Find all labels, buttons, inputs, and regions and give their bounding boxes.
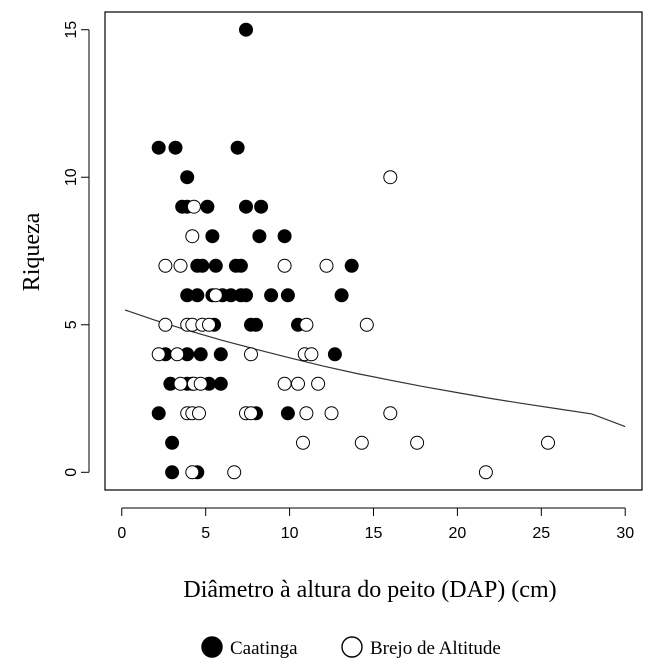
point-caatinga xyxy=(239,22,253,37)
point-caatinga xyxy=(165,435,180,450)
point-caatinga xyxy=(334,288,349,303)
point-caatinga xyxy=(249,317,263,332)
point-caatinga xyxy=(254,199,269,214)
point-caatinga xyxy=(195,258,210,273)
point-brejo xyxy=(296,435,310,450)
y-axis-title: Riqueza xyxy=(19,212,45,291)
point-caatinga xyxy=(327,347,342,362)
x-axis-title: Diâmetro à altura do peito (DAP) (cm) xyxy=(183,577,556,603)
point-caatinga xyxy=(239,288,253,303)
point-brejo xyxy=(186,199,201,214)
point-brejo xyxy=(158,258,173,273)
point-caatinga xyxy=(344,258,359,273)
point-caatinga xyxy=(239,199,253,214)
point-brejo xyxy=(173,258,188,273)
point-caatinga xyxy=(208,258,223,273)
point-brejo xyxy=(208,288,223,303)
legend-label-brejo: Brejo de Altitude xyxy=(370,638,501,659)
point-caatinga xyxy=(213,347,228,362)
point-caatinga xyxy=(280,288,295,303)
legend-label-caatinga: Caatinga xyxy=(230,638,298,659)
fit-curve-line xyxy=(124,309,626,428)
point-brejo xyxy=(354,435,369,450)
y-tick-label: 15 xyxy=(63,21,80,39)
y-axis: 0 5 10 15 xyxy=(63,21,90,477)
point-brejo xyxy=(227,465,242,480)
x-tick-label: 10 xyxy=(281,525,299,542)
point-brejo xyxy=(173,376,188,391)
point-brejo xyxy=(151,347,166,362)
point-brejo xyxy=(319,258,334,273)
point-brejo xyxy=(541,435,555,450)
point-caatinga xyxy=(277,229,292,244)
x-tick-label: 15 xyxy=(365,525,383,542)
legend-marker-brejo xyxy=(341,636,363,658)
point-brejo xyxy=(359,317,374,332)
point-caatinga xyxy=(168,140,183,155)
legend: Caatinga Brejo de Altitude xyxy=(201,636,501,659)
fit-curve-layer xyxy=(124,309,626,428)
point-brejo xyxy=(202,317,216,332)
x-tick-label: 30 xyxy=(616,525,634,542)
plot-frame xyxy=(104,11,643,491)
point-caatinga xyxy=(280,406,295,421)
point-brejo xyxy=(193,376,208,391)
point-brejo xyxy=(324,406,339,421)
point-brejo xyxy=(158,317,173,332)
point-brejo xyxy=(299,406,314,421)
point-brejo xyxy=(299,317,314,332)
point-brejo xyxy=(383,170,398,185)
point-caatinga xyxy=(252,229,267,244)
point-brejo xyxy=(383,406,398,421)
point-brejo xyxy=(277,258,292,273)
point-caatinga xyxy=(180,170,195,185)
point-brejo xyxy=(291,376,305,391)
point-caatinga xyxy=(233,258,248,273)
point-caatinga xyxy=(165,465,180,480)
point-caatinga xyxy=(190,288,205,303)
point-brejo xyxy=(311,376,326,391)
point-brejo xyxy=(244,347,258,362)
point-brejo xyxy=(304,347,319,362)
x-axis: 0 5 10 15 20 25 30 xyxy=(117,507,634,542)
point-caatinga xyxy=(151,406,166,421)
point-brejo xyxy=(185,465,200,480)
y-tick-label: 10 xyxy=(63,168,80,186)
point-brejo xyxy=(478,465,493,480)
point-brejo xyxy=(192,406,206,421)
x-tick-label: 5 xyxy=(201,525,210,542)
point-caatinga xyxy=(230,140,245,155)
point-brejo xyxy=(277,376,292,391)
legend-marker-caatinga xyxy=(201,636,223,658)
x-tick-label: 20 xyxy=(449,525,467,542)
point-caatinga xyxy=(213,376,228,391)
point-brejo xyxy=(170,347,185,362)
point-caatinga xyxy=(200,199,215,214)
point-caatinga xyxy=(193,347,208,362)
point-caatinga xyxy=(205,229,220,244)
point-brejo xyxy=(185,229,200,244)
y-tick-label: 5 xyxy=(63,320,80,329)
point-caatinga xyxy=(151,140,166,155)
points-layer xyxy=(151,22,555,480)
y-tick-label: 0 xyxy=(63,468,80,477)
point-caatinga xyxy=(264,288,279,303)
point-brejo xyxy=(244,406,258,421)
x-tick-label: 25 xyxy=(532,525,550,542)
x-tick-label: 0 xyxy=(117,525,126,542)
point-brejo xyxy=(410,435,425,450)
